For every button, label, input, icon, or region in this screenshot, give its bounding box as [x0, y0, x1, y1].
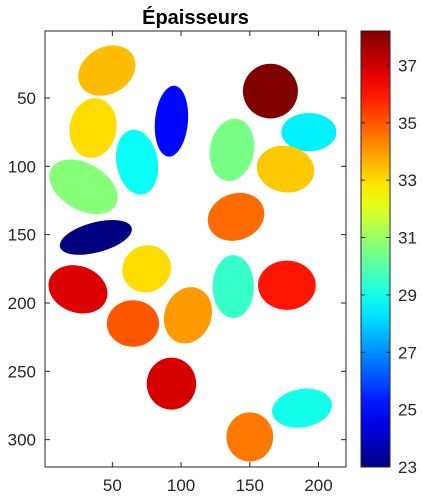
region-19	[272, 388, 332, 428]
y-tick-label: 100	[8, 157, 36, 176]
region-18	[146, 357, 197, 410]
y-tick-label: 300	[8, 431, 36, 450]
region-10	[207, 192, 265, 241]
region-14	[212, 255, 254, 319]
colorbar-tick-label: 33	[398, 171, 417, 190]
y-tick-label: 150	[8, 226, 36, 245]
region-20	[226, 412, 274, 462]
colorbar-tick-label: 35	[398, 114, 417, 133]
chart-title: Épaisseurs	[142, 6, 249, 29]
region-11	[59, 219, 132, 255]
x-axis: 50 100 150 200	[103, 31, 333, 495]
x-tick-label: 50	[103, 476, 122, 495]
colorbar-tick-label: 23	[398, 458, 417, 477]
region-1	[78, 45, 136, 96]
y-tick-label: 200	[8, 294, 36, 313]
region-3	[154, 85, 189, 157]
region-12	[122, 245, 172, 293]
region-17	[106, 300, 160, 347]
region-16	[163, 287, 212, 344]
region-6	[209, 118, 255, 182]
region-9	[49, 159, 118, 215]
regions-layer	[48, 45, 337, 462]
y-tick-label: 50	[17, 89, 36, 108]
y-tick-label: 250	[8, 362, 36, 381]
x-tick-label: 150	[236, 476, 264, 495]
region-8	[256, 145, 315, 193]
colorbar-axis: 23 25 27 29 31 33 35 37	[361, 56, 417, 477]
region-4	[69, 98, 117, 158]
colorbar-tick-label: 37	[398, 56, 417, 75]
colorbar-tick-label: 29	[398, 286, 417, 305]
region-15	[258, 260, 316, 310]
region-13	[48, 265, 108, 314]
colorbar-tick-label: 31	[398, 229, 417, 248]
x-tick-label: 200	[304, 476, 332, 495]
colorbar-frame	[360, 30, 391, 468]
region-7	[115, 129, 159, 195]
x-tick-label: 100	[167, 476, 195, 495]
colorbar-tick-label: 27	[398, 343, 417, 362]
y-axis: 50 100 150 200 250 300	[8, 89, 346, 450]
colorbar	[361, 31, 390, 467]
plot-frame	[44, 30, 347, 468]
region-2	[242, 63, 298, 119]
region-5	[281, 113, 337, 152]
colorbar-tick-label: 25	[398, 401, 417, 420]
